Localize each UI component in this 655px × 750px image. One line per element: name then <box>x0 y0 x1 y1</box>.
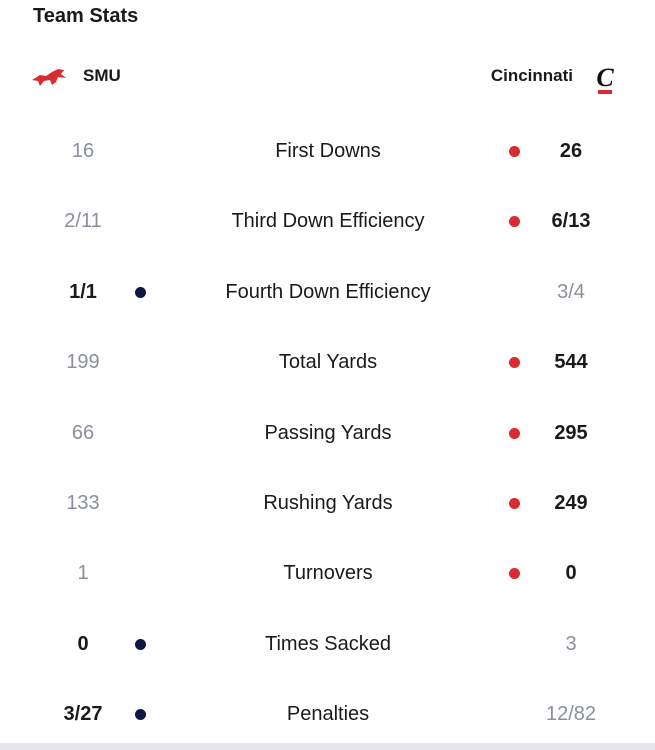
stat-value: 12/82 <box>545 703 597 726</box>
bottom-border <box>0 743 655 750</box>
leader-dot <box>509 498 520 509</box>
stat-label: Times Sacked <box>265 632 391 655</box>
stat-label: Fourth Down Efficiency <box>225 280 431 303</box>
stat-value: 3/27 <box>63 703 103 726</box>
leader-dot <box>135 709 146 721</box>
stat-row: Fourth Down Efficiency 1/1 3/4 <box>0 272 655 312</box>
stat-value: 544 <box>554 351 588 374</box>
leader-dot <box>509 216 520 228</box>
stat-row: Passing Yards 66 295 <box>0 413 655 453</box>
stat-value: 6/13 <box>551 210 591 233</box>
stat-label: Turnovers <box>283 562 373 585</box>
stat-row: Third Down Efficiency 2/11 6/13 <box>0 201 655 241</box>
stat-value: 0 <box>77 632 89 655</box>
stat-value: 3/4 <box>557 280 585 303</box>
stat-row: Rushing Yards 133 249 <box>0 483 655 523</box>
leader-dot <box>135 286 146 298</box>
stat-row: Total Yards 199 544 <box>0 342 655 382</box>
svg-text:C: C <box>596 63 614 92</box>
stat-row: Times Sacked 0 3 <box>0 624 655 664</box>
cincinnati-logo: C <box>596 63 614 94</box>
stat-value: 2/11 <box>64 210 102 233</box>
stat-value: 26 <box>559 140 583 162</box>
stat-label: Penalties <box>286 703 370 726</box>
leader-dot <box>509 146 520 157</box>
leader-dot <box>509 427 520 439</box>
team-name: SMU <box>83 66 121 85</box>
stat-label: First Downs <box>275 140 381 162</box>
stat-value: 0 <box>565 562 577 585</box>
stat-value: 295 <box>554 421 588 444</box>
stat-label: Total Yards <box>278 351 378 374</box>
stat-label: Third Down Efficiency <box>231 210 425 233</box>
stat-value: 1/1 <box>69 280 97 303</box>
stat-value: 16 <box>71 140 95 162</box>
stat-value: 66 <box>71 421 95 444</box>
stat-label: Passing Yards <box>264 421 392 444</box>
smu-logo <box>32 69 66 86</box>
leader-dot <box>509 568 520 580</box>
title: Team Stats <box>33 5 139 27</box>
stat-row: First Downs 16 26 <box>0 131 655 171</box>
stat-value: 249 <box>554 492 588 514</box>
stat-value: 1 <box>77 562 89 585</box>
stat-value: 199 <box>66 351 100 374</box>
stat-value: 3 <box>565 632 577 655</box>
stat-row: Penalties 3/27 12/82 <box>0 694 655 734</box>
stat-value: 133 <box>66 492 100 514</box>
stat-row: Turnovers 1 0 <box>0 553 655 593</box>
team-name: Cincinnati <box>490 66 573 85</box>
leader-dot <box>509 357 520 369</box>
leader-dot <box>135 638 146 650</box>
stat-label: Rushing Yards <box>263 492 393 514</box>
